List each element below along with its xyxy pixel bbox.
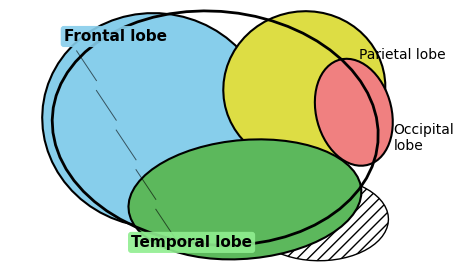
Polygon shape xyxy=(128,139,361,259)
Polygon shape xyxy=(250,178,389,261)
Polygon shape xyxy=(315,59,393,166)
Text: Parietal lobe: Parietal lobe xyxy=(359,48,446,62)
Polygon shape xyxy=(42,13,269,227)
Text: Frontal lobe: Frontal lobe xyxy=(64,29,167,44)
Text: Temporal lobe: Temporal lobe xyxy=(131,235,252,250)
Polygon shape xyxy=(223,11,385,166)
Text: Occipital
lobe: Occipital lobe xyxy=(393,123,454,153)
